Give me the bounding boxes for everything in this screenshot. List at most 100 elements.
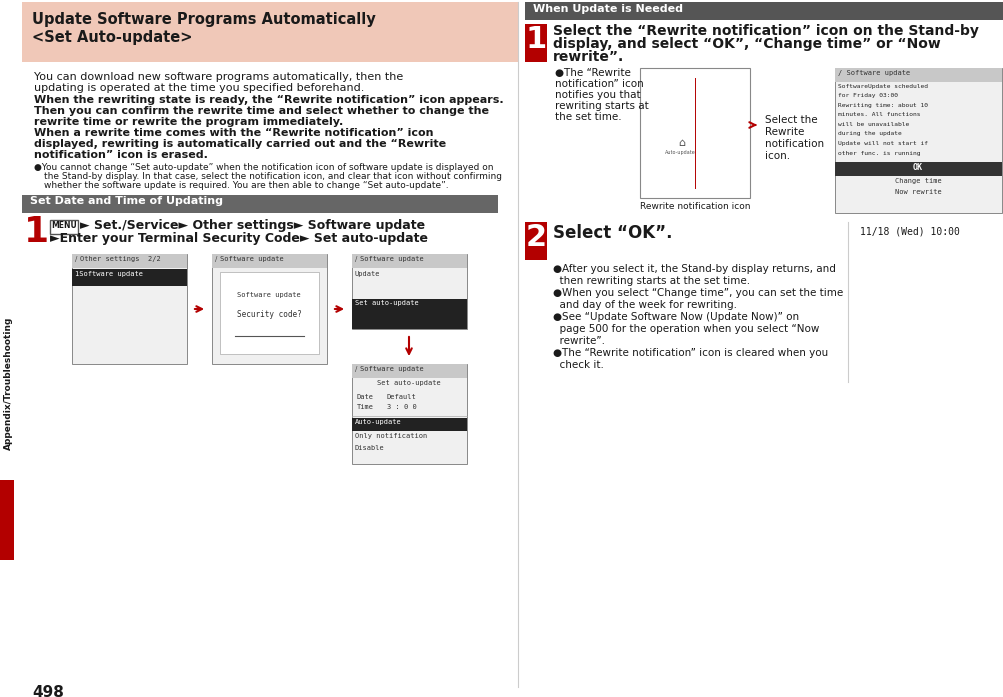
Text: When Update is Needed: When Update is Needed (533, 4, 682, 14)
Text: Update: Update (355, 271, 380, 277)
Bar (212, 254, 327, 268)
Text: Now rewrite: Now rewrite (894, 189, 941, 195)
Text: Disable: Disable (355, 445, 384, 451)
Text: rewriting starts at: rewriting starts at (555, 101, 648, 111)
Text: Select the: Select the (764, 115, 816, 125)
Text: Date: Date (357, 394, 374, 400)
Text: 3 : 0 0: 3 : 0 0 (386, 404, 416, 410)
Text: and day of the week for rewriting.: and day of the week for rewriting. (553, 300, 736, 310)
Text: ●When you select “Change time”, you can set the time: ●When you select “Change time”, you can … (553, 288, 843, 298)
Text: minutes. All functions: minutes. All functions (838, 112, 920, 118)
Text: will be unavailable: will be unavailable (838, 122, 909, 127)
Bar (0, 0, 22, 697)
Text: ●The “Rewrite notification” icon is cleared when you: ●The “Rewrite notification” icon is clea… (553, 348, 827, 358)
Text: display, and select “OK”, “Change time” or “Now: display, and select “OK”, “Change time” … (553, 37, 940, 51)
Text: Rewrite: Rewrite (764, 127, 803, 137)
Text: Software update: Software update (360, 256, 423, 262)
Text: 1: 1 (24, 215, 49, 249)
Text: MENU: MENU (51, 221, 77, 230)
Text: Appendix/Troubleshooting: Appendix/Troubleshooting (3, 316, 12, 450)
Text: Auto-update: Auto-update (355, 419, 401, 425)
Text: When the rewriting state is ready, the “Rewrite notification” icon appears.: When the rewriting state is ready, the “… (34, 95, 504, 105)
Text: /: / (215, 256, 218, 262)
Bar (352, 298, 466, 329)
Text: Set auto-update: Set auto-update (377, 380, 440, 386)
Bar (525, 2, 1003, 20)
Text: Update Software Programs Automatically: Update Software Programs Automatically (32, 12, 375, 27)
Text: 2: 2 (525, 223, 546, 252)
Bar (525, 222, 547, 260)
Text: then rewriting starts at the set time.: then rewriting starts at the set time. (553, 276, 749, 286)
Text: notification” icon is erased.: notification” icon is erased. (34, 150, 208, 160)
Bar (50, 220, 78, 234)
Text: When a rewrite time comes with the “Rewrite notification” icon: When a rewrite time comes with the “Rewr… (34, 128, 433, 138)
Text: Select “OK”.: Select “OK”. (553, 224, 672, 242)
Text: displayed, rewriting is automatically carried out and the “Rewrite: displayed, rewriting is automatically ca… (34, 139, 445, 149)
Text: ► Set./Service► Other settings► Software update: ► Set./Service► Other settings► Software… (80, 219, 424, 232)
Text: Update will not start if: Update will not start if (838, 141, 927, 146)
Text: ⌂: ⌂ (678, 138, 685, 148)
Bar (22, 2, 518, 62)
Text: OK: OK (912, 163, 922, 172)
Text: Auto-update: Auto-update (664, 150, 695, 155)
Bar (352, 418, 466, 431)
Bar (352, 254, 466, 268)
Text: icon.: icon. (764, 151, 789, 161)
Bar (22, 195, 497, 213)
Text: ►Enter your Terminal Security Code► Set auto-update: ►Enter your Terminal Security Code► Set … (50, 232, 427, 245)
Text: 498: 498 (32, 685, 64, 697)
Text: 1: 1 (525, 25, 546, 54)
Text: Security code?: Security code? (237, 310, 301, 319)
Text: whether the software update is required. You are then able to change “Set auto-u: whether the software update is required.… (44, 181, 448, 190)
Text: check it.: check it. (553, 360, 603, 370)
Text: ●The “Rewrite: ●The “Rewrite (555, 68, 630, 78)
Text: Only notification: Only notification (355, 433, 427, 439)
Text: notification: notification (764, 139, 823, 149)
Text: ●After you select it, the Stand-by display returns, and: ●After you select it, the Stand-by displ… (553, 264, 835, 274)
Text: Set auto-update: Set auto-update (355, 300, 418, 307)
Bar (834, 162, 1001, 176)
Text: rewrite”.: rewrite”. (553, 336, 605, 346)
Text: Change time: Change time (894, 178, 941, 184)
Bar (525, 24, 547, 62)
Text: notifies you that: notifies you that (555, 90, 640, 100)
Bar (72, 269, 187, 286)
Text: ●You cannot change “Set auto-update” when the notification icon of software upda: ●You cannot change “Set auto-update” whe… (34, 163, 493, 172)
Text: Software update: Software update (237, 292, 301, 298)
Text: Rewrite notification icon: Rewrite notification icon (639, 202, 749, 211)
Text: /: / (355, 256, 357, 262)
Text: Then you can confirm the rewrite time and select whether to change the: Then you can confirm the rewrite time an… (34, 106, 488, 116)
Text: /: / (355, 366, 357, 372)
Bar (352, 364, 466, 378)
Bar (834, 68, 1001, 82)
Text: /: / (75, 256, 77, 262)
Text: You can download new software programs automatically, then the: You can download new software programs a… (34, 72, 403, 82)
Text: updating is operated at the time you specified beforehand.: updating is operated at the time you spe… (34, 83, 364, 93)
Text: rewrite time or rewrite the program immediately.: rewrite time or rewrite the program imme… (34, 117, 343, 127)
Text: notification” icon: notification” icon (555, 79, 643, 89)
Text: 11/18 (Wed) 10:00: 11/18 (Wed) 10:00 (860, 227, 959, 237)
Bar (72, 254, 187, 268)
Text: Other settings  2/2: Other settings 2/2 (80, 256, 160, 262)
Bar (220, 272, 319, 354)
Text: 1Software update: 1Software update (75, 271, 142, 277)
Text: for Friday 03:00: for Friday 03:00 (838, 93, 897, 98)
Bar (352, 254, 466, 329)
Text: Time: Time (357, 404, 374, 410)
Text: during the update: during the update (838, 132, 901, 137)
Text: Select the “Rewrite notification” icon on the Stand-by: Select the “Rewrite notification” icon o… (553, 24, 978, 38)
Bar (834, 68, 1001, 213)
Text: page 500 for the operation when you select “Now: page 500 for the operation when you sele… (553, 324, 818, 334)
Text: Software update: Software update (360, 366, 423, 372)
Bar (639, 68, 749, 198)
Text: SoftwareUpdate scheduled: SoftwareUpdate scheduled (838, 84, 927, 89)
Bar (352, 364, 466, 464)
Bar (212, 254, 327, 364)
Text: ●See “Update Software Now (Update Now)” on: ●See “Update Software Now (Update Now)” … (553, 312, 798, 322)
Text: <Set Auto-update>: <Set Auto-update> (32, 30, 193, 45)
Text: other func. is running: other func. is running (838, 151, 920, 155)
Text: the Stand-by display. In that case, select the notification icon, and clear that: the Stand-by display. In that case, sele… (44, 172, 502, 181)
Text: Software update: Software update (220, 256, 284, 262)
Bar (0, 480, 14, 560)
Text: Default: Default (386, 394, 416, 400)
